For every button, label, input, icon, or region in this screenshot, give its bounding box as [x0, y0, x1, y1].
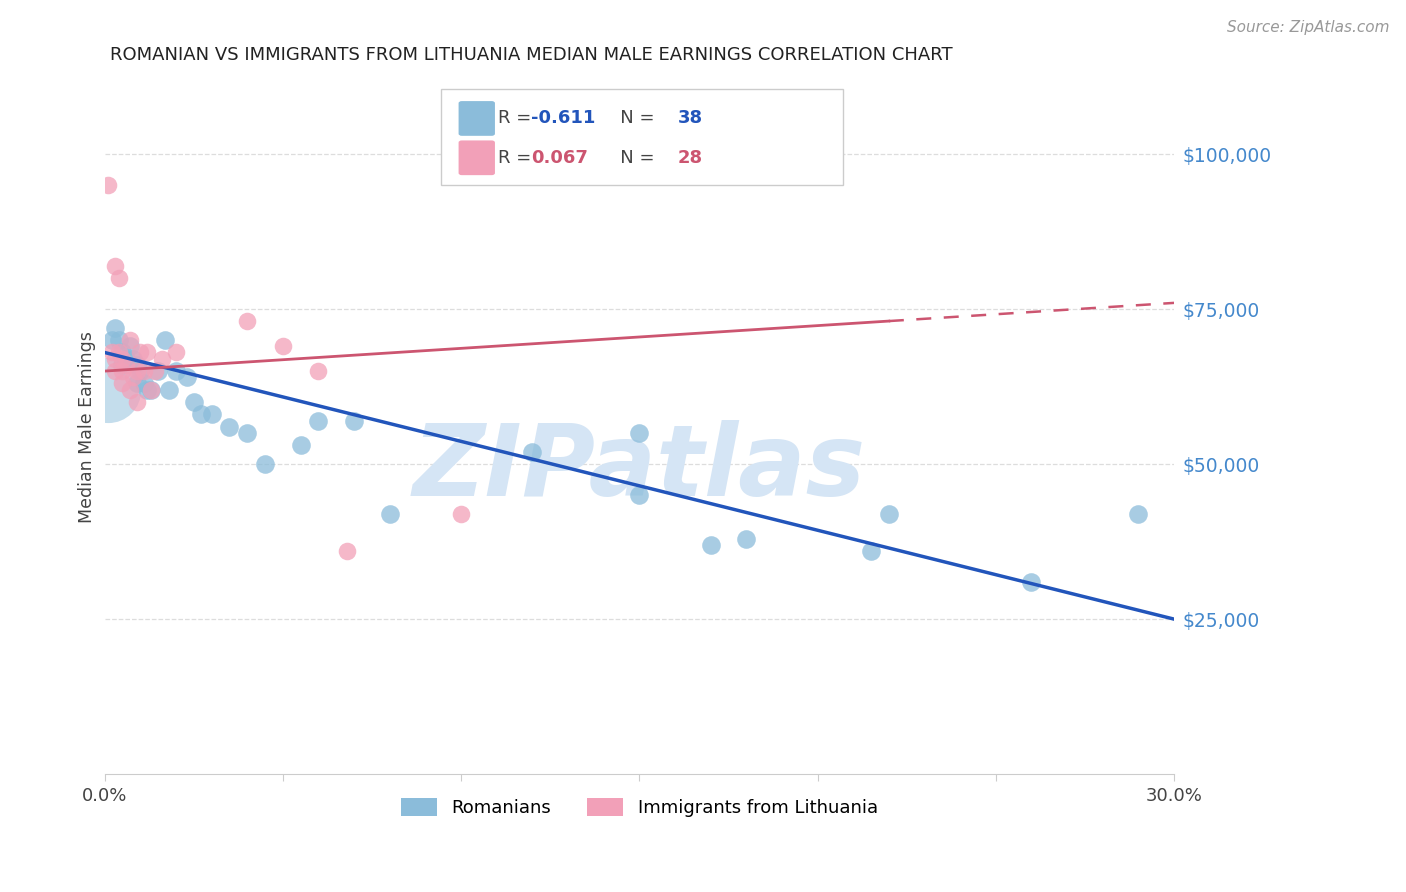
Point — [108, 333, 131, 347]
Point — [1128, 507, 1150, 521]
Point — [200, 408, 222, 422]
Point — [125, 358, 148, 372]
Point — [165, 345, 187, 359]
Text: N =: N = — [603, 110, 661, 128]
Point — [522, 444, 544, 458]
Point — [336, 544, 359, 558]
Text: 0.067: 0.067 — [531, 149, 588, 167]
Point — [125, 395, 148, 409]
Point — [150, 351, 173, 366]
Point — [111, 376, 134, 391]
Point — [1021, 574, 1043, 589]
Point — [628, 488, 651, 502]
Point — [104, 259, 127, 273]
Text: ROMANIAN VS IMMIGRANTS FROM LITHUANIA MEDIAN MALE EARNINGS CORRELATION CHART: ROMANIAN VS IMMIGRANTS FROM LITHUANIA ME… — [110, 46, 953, 64]
Point — [699, 538, 721, 552]
Point — [111, 345, 134, 359]
Text: R =: R = — [498, 110, 537, 128]
Point — [122, 351, 145, 366]
Text: 38: 38 — [678, 110, 703, 128]
Point — [190, 408, 212, 422]
Point — [111, 364, 134, 378]
Point — [860, 544, 883, 558]
Point — [104, 320, 127, 334]
FancyBboxPatch shape — [458, 101, 495, 136]
Point — [218, 420, 240, 434]
Point — [236, 426, 259, 441]
Point — [129, 345, 152, 359]
Point — [378, 507, 401, 521]
Point — [111, 351, 134, 366]
Point — [125, 376, 148, 391]
Point — [111, 358, 134, 372]
Text: -0.611: -0.611 — [531, 110, 596, 128]
Point — [157, 383, 180, 397]
Text: ZIPatlas: ZIPatlas — [413, 420, 866, 517]
Point — [118, 339, 141, 353]
Point — [104, 351, 127, 366]
Point — [129, 364, 152, 378]
Point — [153, 333, 176, 347]
Point — [115, 358, 138, 372]
FancyBboxPatch shape — [458, 140, 495, 175]
Point — [183, 395, 205, 409]
Point — [308, 364, 330, 378]
Point — [118, 333, 141, 347]
Point — [628, 426, 651, 441]
Point — [100, 345, 122, 359]
Point — [271, 339, 294, 353]
Text: Source: ZipAtlas.com: Source: ZipAtlas.com — [1226, 20, 1389, 35]
Point — [136, 383, 159, 397]
Point — [450, 507, 472, 521]
Legend: Romanians, Immigrants from Lithuania: Romanians, Immigrants from Lithuania — [394, 790, 886, 824]
Point — [108, 271, 131, 285]
Point — [132, 364, 155, 378]
Point — [104, 364, 127, 378]
Point — [253, 457, 276, 471]
Point — [97, 178, 120, 192]
Point — [735, 532, 758, 546]
Point — [118, 383, 141, 397]
Point — [290, 438, 312, 452]
Point — [122, 370, 145, 384]
Point — [143, 364, 166, 378]
Point — [136, 345, 159, 359]
Point — [236, 314, 259, 328]
Point — [308, 414, 330, 428]
Point — [115, 351, 138, 366]
Point — [877, 507, 900, 521]
Point — [97, 383, 120, 397]
Point — [139, 383, 162, 397]
Point — [146, 364, 169, 378]
Text: 28: 28 — [678, 149, 703, 167]
FancyBboxPatch shape — [441, 89, 842, 186]
Point — [139, 383, 162, 397]
Point — [132, 376, 155, 391]
Point — [100, 333, 122, 347]
Text: R =: R = — [498, 149, 537, 167]
Point — [165, 364, 187, 378]
Point — [108, 345, 131, 359]
Point — [125, 364, 148, 378]
Point — [343, 414, 366, 428]
Point — [176, 370, 198, 384]
Y-axis label: Median Male Earnings: Median Male Earnings — [79, 331, 96, 523]
Text: N =: N = — [603, 149, 661, 167]
